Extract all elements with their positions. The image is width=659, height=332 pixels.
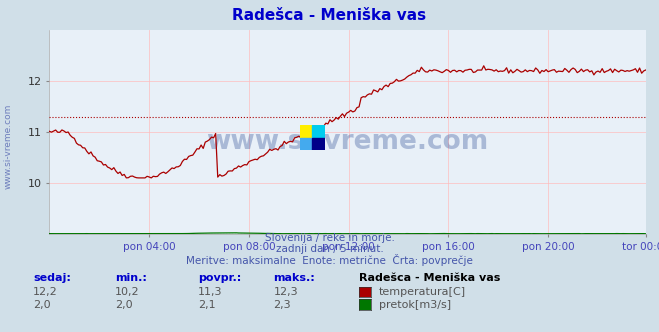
Text: Radešca - Meniška vas: Radešca - Meniška vas — [233, 8, 426, 23]
Text: 12,2: 12,2 — [33, 288, 58, 297]
Text: sedaj:: sedaj: — [33, 273, 71, 283]
Text: 2,0: 2,0 — [115, 300, 133, 310]
Text: Radešca - Meniška vas: Radešca - Meniška vas — [359, 273, 501, 283]
Text: pretok[m3/s]: pretok[m3/s] — [379, 300, 451, 310]
Text: 10,2: 10,2 — [115, 288, 140, 297]
Bar — [312, 138, 325, 150]
Text: zadnji dan / 5 minut.: zadnji dan / 5 minut. — [275, 244, 384, 254]
Bar — [300, 138, 312, 150]
Text: 2,3: 2,3 — [273, 300, 291, 310]
Text: www.si-vreme.com: www.si-vreme.com — [206, 129, 489, 155]
Bar — [300, 125, 312, 138]
Bar — [312, 125, 325, 138]
Text: povpr.:: povpr.: — [198, 273, 241, 283]
Text: www.si-vreme.com: www.si-vreme.com — [3, 103, 13, 189]
Text: 12,3: 12,3 — [273, 288, 298, 297]
Text: maks.:: maks.: — [273, 273, 315, 283]
Text: min.:: min.: — [115, 273, 147, 283]
Text: temperatura[C]: temperatura[C] — [379, 288, 466, 297]
Text: 2,0: 2,0 — [33, 300, 51, 310]
Text: Meritve: maksimalne  Enote: metrične  Črta: povprečje: Meritve: maksimalne Enote: metrične Črta… — [186, 254, 473, 266]
Text: 11,3: 11,3 — [198, 288, 222, 297]
Text: 2,1: 2,1 — [198, 300, 215, 310]
Text: Slovenija / reke in morje.: Slovenija / reke in morje. — [264, 233, 395, 243]
